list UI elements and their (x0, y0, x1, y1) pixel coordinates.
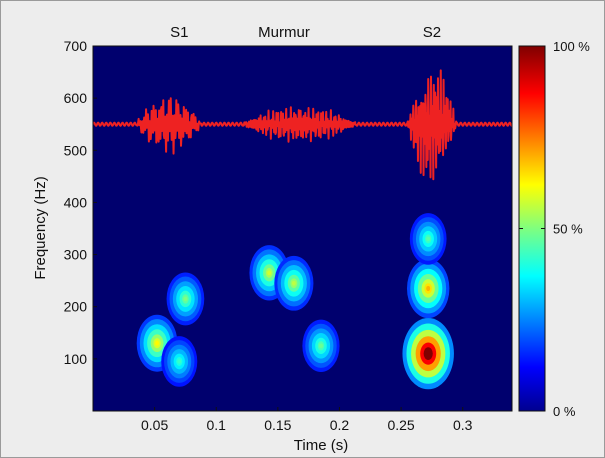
heat-blob (407, 259, 449, 318)
heat-blob (410, 213, 447, 265)
heat-blob (302, 320, 339, 372)
x-tick-label: 0.05 (141, 417, 168, 433)
y-tick-label: 300 (64, 247, 88, 263)
heat-contour (267, 270, 271, 275)
heat-contour (426, 350, 431, 356)
event-label: S2 (423, 24, 441, 41)
event-label: S1 (170, 24, 188, 41)
heat-contour (319, 343, 323, 348)
heat-contour (426, 237, 430, 242)
heat-contour (177, 359, 181, 364)
y-tick-label: 100 (64, 351, 88, 367)
colorbar-tick-label: 0 % (553, 404, 576, 419)
y-tick-label: 600 (64, 90, 88, 106)
heat-blob (161, 336, 197, 387)
y-tick-label: 200 (64, 299, 88, 315)
heat-blob (167, 272, 205, 325)
plot-area (93, 46, 512, 411)
colorbar-tick-label: 50 % (553, 222, 583, 237)
heat-contour (426, 286, 430, 291)
colorbar-tick-label: 100 % (553, 39, 590, 54)
y-tick-label: 700 (64, 38, 88, 54)
x-tick-label: 0.2 (330, 417, 350, 433)
heat-blob (274, 256, 313, 311)
y-tick-label: 400 (64, 194, 88, 210)
heat-contour (183, 297, 187, 302)
x-tick-label: 0.25 (387, 417, 414, 433)
y-tick-label: 500 (64, 142, 88, 158)
y-axis-label: Frequency (Hz) (32, 176, 49, 279)
x-tick-label: 0.3 (453, 417, 473, 433)
heat-blob (402, 318, 453, 389)
x-tick-label: 0.15 (264, 417, 291, 433)
heat-contour (292, 281, 296, 286)
x-axis-label: Time (s) (294, 437, 348, 454)
x-tick-label: 0.1 (207, 417, 227, 433)
heat-contour (155, 341, 159, 346)
event-label: Murmur (258, 24, 310, 41)
